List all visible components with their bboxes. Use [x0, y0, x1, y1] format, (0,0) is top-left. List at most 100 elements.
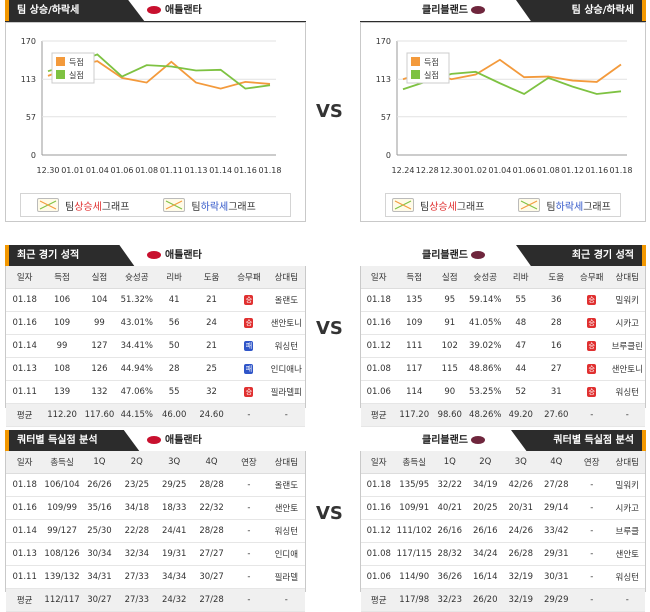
cell-team: 시카고: [609, 496, 645, 520]
left-recent-table: 일자 득점 실점 슛성공 리바 도움 승무패 상대팀 01.18 106 104 51.32% 41 21…: [6, 266, 305, 427]
cell-q3: 26/28: [503, 542, 539, 566]
cell-q1: 25/30: [80, 519, 119, 543]
column-header: 일자: [361, 451, 397, 474]
cell-q1: 35/16: [80, 496, 119, 520]
cell-total: 109/91: [396, 496, 432, 520]
left-x-tick-label: 01.11: [160, 166, 183, 175]
result-cell: 승: [574, 311, 610, 335]
avg-q3: 32/19: [503, 588, 539, 612]
result-cell: 승: [574, 288, 610, 312]
column-header: 도움: [538, 266, 574, 289]
right-quarter-tab: 쿼터별 득실점 분석: [511, 430, 646, 452]
cell-total: 117/115: [396, 542, 432, 566]
trend-up-icon: [37, 198, 59, 212]
result-badge: 승: [587, 386, 597, 397]
cell-date: 01.08: [361, 357, 397, 381]
cell-q1: 32/22: [432, 473, 468, 497]
cell-reb: 52: [503, 380, 539, 404]
result-cell: 승: [574, 334, 610, 358]
cell-q2: 16/14: [467, 565, 503, 589]
left-recent-tab: 최근 경기 성적: [5, 245, 135, 267]
avg-q2: 27/33: [118, 588, 156, 612]
right-quarter-team: 클리블랜드: [422, 430, 489, 452]
cell-ast: 28: [538, 311, 574, 335]
cell-opp: 91: [432, 311, 468, 335]
cell-team: 브루클: [609, 519, 645, 543]
right-recent-header-row: 일자 득점 실점 슛성공 리바 도움 승무패 상대팀: [361, 266, 645, 289]
avg-pts: 117.20: [396, 403, 432, 427]
cell-ast: 21: [192, 288, 231, 312]
right-recent-header: 클리블랜드 최근 경기 성적: [360, 245, 646, 267]
cell-ast: 31: [538, 380, 574, 404]
right-legend-label: 득점: [424, 57, 439, 67]
cell-q4: 22/32: [192, 496, 231, 520]
cell-pts: 135: [396, 288, 432, 312]
table-row: 01.06 114/90 36/26 16/14 32/19 30/31- 워싱턴: [361, 565, 645, 589]
cell-opp: 95: [432, 288, 468, 312]
cell-q3: 42/26: [503, 473, 539, 497]
atlanta-logo-icon: [147, 251, 161, 259]
left-x-tick-label: 01.14: [209, 166, 232, 175]
column-header: 연장: [230, 451, 268, 474]
cell-q3: 19/31: [155, 542, 193, 566]
right-y-tick-label: 113: [376, 75, 391, 84]
cleveland-logo-icon: [471, 436, 486, 444]
avg-q1: 30/27: [80, 588, 119, 612]
avg-team: -: [267, 403, 305, 427]
cell-q3: 29/25: [155, 473, 193, 497]
cell-opp: 132: [80, 380, 119, 404]
result-cell: 패: [230, 334, 268, 358]
cell-opp: 102: [432, 334, 468, 358]
result-badge: 승: [587, 363, 597, 374]
left-trend-header: 팀 상승/하락세 애틀랜타: [5, 0, 306, 22]
cell-opp: 104: [80, 288, 119, 312]
cell-team: 워싱턴: [609, 380, 645, 404]
left-legend-down: 팀 하락세 그래프: [163, 198, 256, 213]
avg-label: 평균: [6, 403, 44, 427]
column-header: 실점: [80, 266, 119, 289]
left-legend-swatch: [56, 57, 65, 66]
cell-q2: 32/34: [118, 542, 156, 566]
cell-date: 01.18: [361, 473, 397, 497]
right-legend-frame: [406, 52, 450, 84]
right-x-tick-label: 01.08: [537, 166, 560, 175]
column-header: 도움: [192, 266, 231, 289]
right-x-tick-label: 12.30: [440, 166, 463, 175]
cell-total: 114/90: [396, 565, 432, 589]
result-badge: 승: [244, 386, 254, 397]
left-y-tick-label: 57: [26, 113, 36, 122]
left-recent-team: 애틀랜타: [147, 245, 202, 267]
cell-team: 샌안토: [267, 496, 305, 520]
cell-date: 01.16: [6, 311, 44, 335]
cell-total: 139/132: [43, 565, 81, 589]
result-badge: 승: [587, 340, 597, 351]
right-legend-bar: 팀 상승세 그래프 팀 하락세 그래프: [385, 193, 621, 217]
cell-fg: 39.02%: [467, 334, 503, 358]
right-legend-up: 팀 상승세 그래프: [392, 198, 484, 213]
vs-label-1: VS: [316, 101, 343, 122]
result-cell: 승: [230, 288, 268, 312]
result-badge: 승: [587, 294, 597, 305]
average-row: 평균 112/117 30/27 27/33 24/32 27/28- -: [6, 588, 305, 612]
atlanta-logo-icon: [147, 436, 161, 444]
cell-q4: 27/27: [192, 542, 231, 566]
column-header: 3Q: [155, 451, 193, 474]
result-cell: 승: [574, 357, 610, 381]
avg-total: 117/98: [396, 588, 432, 612]
table-row: 01.13 108/126 30/34 32/34 19/31 27/27- 인디애: [6, 542, 305, 566]
cell-q3: 18/33: [155, 496, 193, 520]
cell-team: 올랜도: [267, 473, 305, 497]
cell-date: 01.14: [6, 519, 44, 543]
cell-q2: 22/28: [118, 519, 156, 543]
left-x-tick-label: 01.01: [61, 166, 84, 175]
table-row: 01.08 117/115 28/32 34/24 26/28 29/31- 샌안토: [361, 542, 645, 566]
table-row: 01.14 99 127 34.41% 50 21 패 워싱턴: [6, 334, 305, 358]
cell-ot: -: [574, 519, 610, 543]
cell-q2: 20/25: [467, 496, 503, 520]
cell-date: 01.12: [361, 334, 397, 358]
cell-q2: 23/25: [118, 473, 156, 497]
table-row: 01.18 135 95 59.14% 55 36 승 밀워키: [361, 288, 645, 312]
result-cell: 승: [574, 380, 610, 404]
